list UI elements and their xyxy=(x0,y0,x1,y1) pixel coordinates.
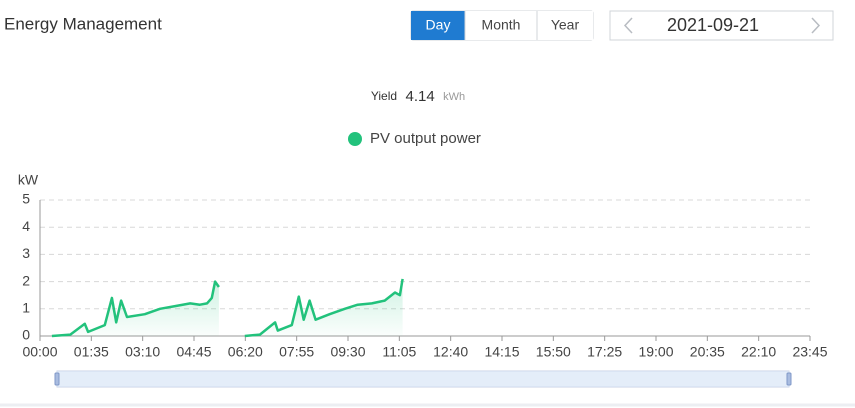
slider-handle[interactable] xyxy=(786,372,792,386)
y-tick-label: 4 xyxy=(22,218,30,234)
page-title: Energy Management xyxy=(4,14,162,33)
y-tick-label: 0 xyxy=(22,327,30,343)
yield-label: Yield xyxy=(371,89,397,103)
y-axis-title: kW xyxy=(18,172,39,188)
x-tick-label: 04:45 xyxy=(176,344,211,360)
legend-swatch xyxy=(348,132,362,146)
period-tabs: Day Month Year xyxy=(410,10,594,41)
x-tick-label: 11:05 xyxy=(382,344,416,360)
x-tick-label: 17:25 xyxy=(587,344,622,360)
x-tick-label: 03:10 xyxy=(125,344,160,360)
x-tick-label: 19:00 xyxy=(638,344,673,360)
tab-label[interactable]: Month xyxy=(482,17,521,33)
x-tick-label: 09:30 xyxy=(330,344,365,360)
x-tick-label: 14:15 xyxy=(484,344,519,360)
area-fill xyxy=(51,281,219,336)
legend-label: PV output power xyxy=(370,130,481,147)
next-day[interactable] xyxy=(811,17,821,34)
y-tick-label: 5 xyxy=(22,191,30,207)
slider-selection xyxy=(57,371,789,387)
yield-summary: Yield 4.14 kWh xyxy=(371,88,465,105)
x-tick-label: 01:35 xyxy=(74,344,109,360)
x-tick-label: 22:10 xyxy=(741,344,776,360)
x-tick-label: 00:00 xyxy=(22,344,57,360)
zoom-slider xyxy=(54,370,792,388)
date-picker: 2021-09-21 xyxy=(609,10,834,41)
x-tick-label: 12:40 xyxy=(433,344,468,360)
tab-button[interactable] xyxy=(537,11,593,40)
x-tick-label: 07:55 xyxy=(279,344,314,360)
y-tick-label: 1 xyxy=(22,300,30,316)
yield-value: 4.14 xyxy=(406,88,435,105)
chart: kW 0 1 2 3 4 5 00:00 01:35 03:10 04:45 06:20 07:55 09… xyxy=(18,130,828,360)
tab-button[interactable] xyxy=(411,11,465,40)
tab-label[interactable]: Year xyxy=(551,17,580,33)
date-box xyxy=(609,10,834,41)
prev-day[interactable] xyxy=(623,17,633,34)
line xyxy=(244,278,404,338)
x-tick-label: 15:50 xyxy=(536,344,571,360)
x-tick-label: 23:45 xyxy=(792,344,827,360)
slider-handle[interactable] xyxy=(54,372,60,386)
tab-button[interactable] xyxy=(465,11,537,40)
x-tick-label: 20:35 xyxy=(690,344,725,360)
yield-unit: kWh xyxy=(443,91,465,103)
area-fill xyxy=(244,278,403,336)
line xyxy=(51,280,220,338)
x-tick-label: 06:20 xyxy=(228,344,263,360)
date-text[interactable]: 2021-09-21 xyxy=(667,15,759,35)
tab-label[interactable]: Day xyxy=(426,17,451,33)
y-tick-label: 3 xyxy=(22,245,30,261)
y-tick-label: 2 xyxy=(22,272,30,288)
